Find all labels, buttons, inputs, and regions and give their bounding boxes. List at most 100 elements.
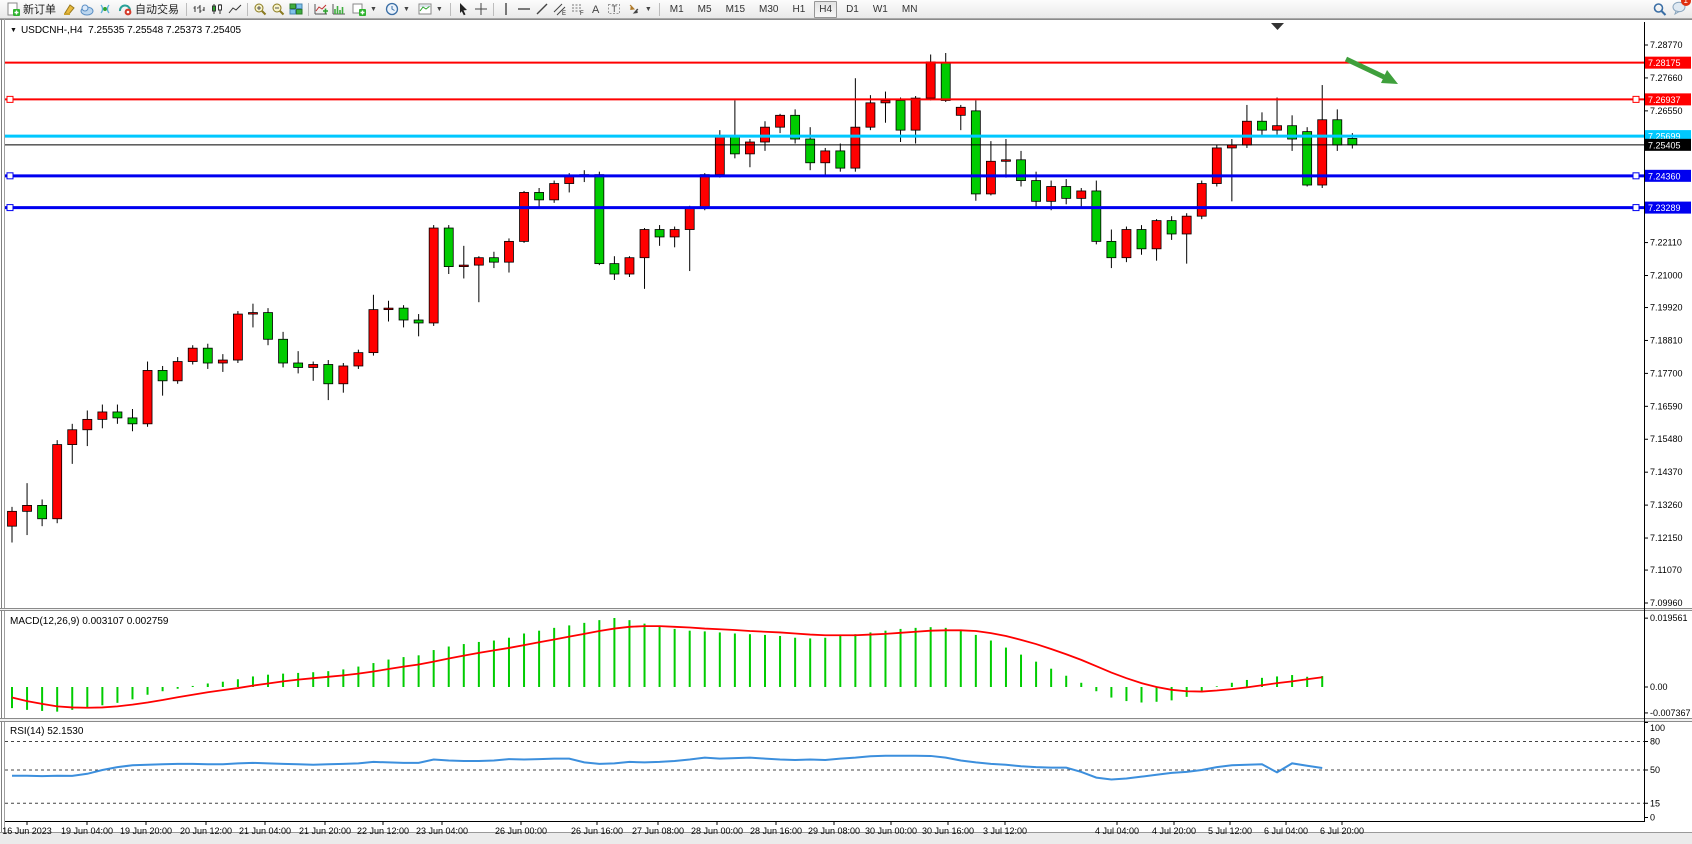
search-icon[interactable] [1652,2,1667,16]
line-handle[interactable] [1632,172,1640,180]
text-label-icon[interactable]: T [607,2,621,16]
timeframe-button-h4[interactable]: H4 [814,0,838,18]
tile-windows-icon[interactable] [289,2,303,16]
panel-separator[interactable] [0,608,1692,611]
line-chart-icon[interactable] [228,2,242,16]
candle [1272,97,1282,135]
toolbar-separator [449,2,451,16]
candle [745,139,755,168]
line-handle[interactable] [1632,95,1640,103]
panel-separator[interactable] [0,718,1692,722]
candle [1001,139,1011,178]
candle [699,173,710,211]
periods-button[interactable]: ▼ [383,1,412,18]
cursor-icon[interactable] [456,2,470,16]
candle [519,190,529,243]
time-axis-label: 16 Jun 2023 [2,826,52,836]
time-axis-label: 21 Jun 04:00 [239,826,291,836]
timeframe-button-h1[interactable]: H1 [792,3,806,15]
collapse-arrow-icon[interactable]: ▼ [10,27,17,34]
chart-background [0,19,1692,844]
candle [534,187,544,208]
signals-icon[interactable] [98,2,112,16]
candle [549,180,560,203]
line-handle[interactable] [1632,204,1640,212]
timeframe-button-m30[interactable]: M30 [759,3,779,15]
highlighter-icon[interactable] [62,2,76,16]
price-tick-label: 7.16590 [1650,401,1683,411]
trendline-icon[interactable] [535,2,549,16]
candle [308,361,319,381]
macd-axis-label: 0.019561 [1650,613,1688,623]
price-tick-label: 7.19920 [1650,303,1683,313]
rsi-indicator-label: RSI(14) 52.1530 [10,726,84,737]
zoom-in-icon[interactable] [253,2,267,16]
candle [986,141,996,196]
candle [263,308,273,346]
indicators-list-icon[interactable] [314,2,328,16]
price-badge [1645,56,1691,69]
notifications-button[interactable]: 1 [1672,0,1691,18]
candle [1091,180,1102,245]
rsi-axis-label: 15 [1650,798,1660,808]
fibonacci-icon[interactable]: F [571,2,585,17]
timeframe-button-m15[interactable]: M15 [725,3,746,15]
publish-icon[interactable] [80,2,94,16]
horizontal-line-icon[interactable] [517,2,531,16]
clock-icon [385,2,399,16]
time-axis-label: 21 Jun 20:00 [299,826,351,836]
candle [383,300,394,322]
new-order-button[interactable]: 新订单 [4,1,58,18]
svg-text:T: T [611,4,617,14]
candlestick-chart-icon[interactable] [210,2,224,16]
candle [880,91,891,123]
rsi-axis-label: 100 [1650,723,1665,733]
timeframe-button-w1[interactable]: W1 [872,3,888,15]
candle [52,440,63,524]
toolbar-separator [492,2,494,16]
timeframe-button-m1[interactable]: M1 [669,3,684,15]
candle [232,311,243,364]
annotation-arrow[interactable] [1344,56,1398,84]
candle [955,104,966,131]
crosshair-icon[interactable] [474,2,488,16]
indicator-windows-icon[interactable] [332,2,346,16]
line-handle[interactable] [6,204,14,212]
add-indicator-button[interactable]: ▼ [350,1,379,18]
price-badge-label: 7.25405 [1648,140,1681,150]
candle [775,113,785,134]
line-handle[interactable] [6,172,14,180]
candle [202,343,213,369]
price-badge [1645,201,1691,214]
text-icon[interactable]: A [589,2,603,16]
rsi-axis-label: 50 [1650,765,1660,775]
candle [1181,213,1192,264]
time-axis-label: 28 Jun 00:00 [691,826,743,836]
timeframe-button-m5[interactable]: M5 [697,3,712,15]
time-axis-label: 28 Jun 16:00 [750,826,802,836]
arrows-button[interactable]: ▼ [625,1,654,18]
time-axis-label: 6 Jul 04:00 [1264,826,1308,836]
candle [895,97,906,143]
macd-axis-label: -0.007367 [1650,708,1691,718]
timeframe-group: M1 M5 M15 M30 H1 H4 D1 W1 MN [665,0,923,18]
chart-shift-marker-icon[interactable] [1271,23,1284,30]
candle [97,404,108,429]
templates-button[interactable]: ▼ [416,1,445,18]
rsi-axis-label: 80 [1650,737,1660,747]
time-axis-label: 26 Jun 16:00 [571,826,623,836]
time-axis-label: 30 Jun 00:00 [865,826,917,836]
line-handle[interactable] [6,95,14,103]
dropdown-caret-icon: ▼ [402,5,410,13]
zoom-out-icon[interactable] [271,2,285,16]
equidistant-channel-icon[interactable]: E [553,2,567,17]
timeframe-button-mn[interactable]: MN [901,3,918,15]
candle [142,361,153,427]
vertical-line-icon[interactable] [499,2,513,16]
timeframe-button-d1[interactable]: D1 [846,3,859,15]
candle [428,225,439,326]
add-chart-icon [352,2,366,16]
bar-chart-icon[interactable] [192,2,206,16]
autotrading-button[interactable]: 自动交易 [116,1,181,18]
candle [157,365,168,396]
